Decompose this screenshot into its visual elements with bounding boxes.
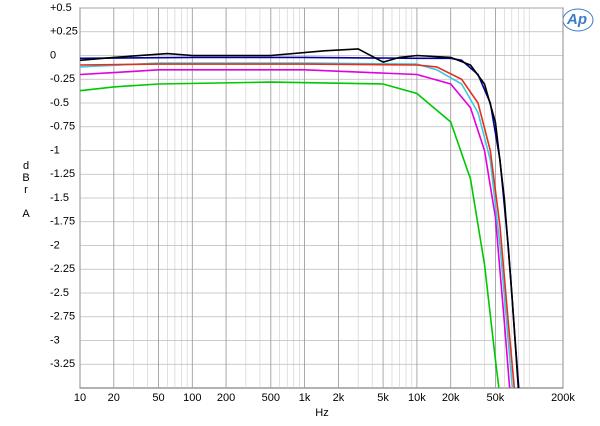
y-axis-label: dBr A [20, 160, 32, 220]
y-tick-label: +0.25 [50, 26, 78, 38]
y-tick-label: -0.75 [50, 121, 75, 133]
y-tick-label: -2.75 [50, 311, 75, 323]
y-tick-label: -2.5 [50, 287, 69, 299]
y-tick-label: +0.5 [50, 2, 72, 14]
series-line [80, 62, 514, 388]
series-line [80, 48, 520, 388]
x-tick-label: 200 [217, 392, 235, 404]
y-tick-label: -1.75 [50, 216, 75, 228]
x-tick-label: 5k [377, 392, 389, 404]
x-tick-label: 1k [299, 392, 311, 404]
y-tick-label: -2 [50, 239, 60, 251]
x-axis-label: Hz [315, 407, 328, 419]
x-tick-label: 100 [183, 392, 201, 404]
series-line [80, 69, 511, 388]
grid [79, 7, 564, 388]
x-tick-label: 50k [487, 392, 505, 404]
series-line [80, 63, 516, 388]
lines [80, 48, 520, 388]
x-tick-label: 10 [74, 392, 86, 404]
x-tick-label: 20 [108, 392, 120, 404]
y-tick-label: -1.25 [50, 168, 75, 180]
y-tick-label: -0.25 [50, 73, 75, 85]
x-tick-label: 20k [442, 392, 460, 404]
logo: Ap [566, 11, 587, 28]
y-tick-label: -1.5 [50, 192, 69, 204]
y-tick-label: -0.5 [50, 97, 69, 109]
y-tick-label: -1 [50, 144, 60, 156]
y-tick-label: -2.25 [50, 263, 75, 275]
y-tick-label: 0 [50, 49, 56, 61]
x-tick-label: 10k [408, 392, 426, 404]
x-tick-label: 50 [152, 392, 164, 404]
x-tick-label: 200k [551, 392, 575, 404]
x-tick-label: 2k [333, 392, 345, 404]
series-line [80, 81, 500, 388]
x-tick-label: 500 [262, 392, 280, 404]
y-tick-label: -3 [50, 334, 60, 346]
y-tick-label: -3.25 [50, 358, 75, 370]
